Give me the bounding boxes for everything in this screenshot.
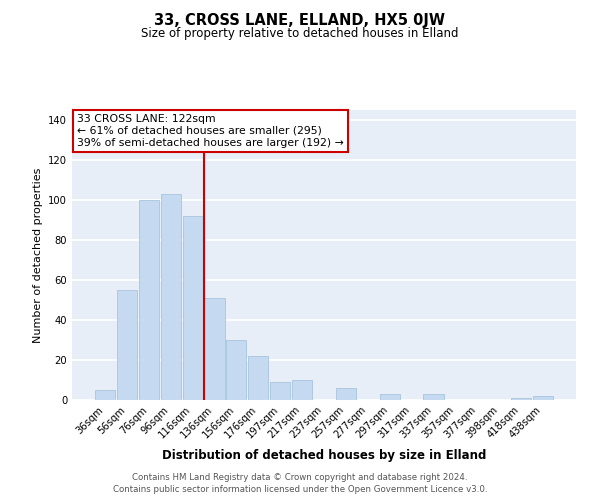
Bar <box>380 394 400 400</box>
Bar <box>182 216 203 400</box>
Bar <box>511 398 531 400</box>
Text: Size of property relative to detached houses in Elland: Size of property relative to detached ho… <box>141 28 459 40</box>
Bar <box>226 340 247 400</box>
Bar <box>161 194 181 400</box>
Bar <box>248 356 268 400</box>
Text: 33, CROSS LANE, ELLAND, HX5 0JW: 33, CROSS LANE, ELLAND, HX5 0JW <box>155 12 445 28</box>
Bar <box>292 380 312 400</box>
Bar <box>205 298 224 400</box>
Bar <box>336 388 356 400</box>
Bar <box>533 396 553 400</box>
Bar <box>424 394 443 400</box>
Text: Contains public sector information licensed under the Open Government Licence v3: Contains public sector information licen… <box>113 485 487 494</box>
Text: Contains HM Land Registry data © Crown copyright and database right 2024.: Contains HM Land Registry data © Crown c… <box>132 472 468 482</box>
Bar <box>139 200 159 400</box>
Y-axis label: Number of detached properties: Number of detached properties <box>32 168 43 342</box>
Bar <box>117 290 137 400</box>
Bar <box>95 390 115 400</box>
Bar <box>270 382 290 400</box>
X-axis label: Distribution of detached houses by size in Elland: Distribution of detached houses by size … <box>162 449 486 462</box>
Text: 33 CROSS LANE: 122sqm
← 61% of detached houses are smaller (295)
39% of semi-det: 33 CROSS LANE: 122sqm ← 61% of detached … <box>77 114 344 148</box>
